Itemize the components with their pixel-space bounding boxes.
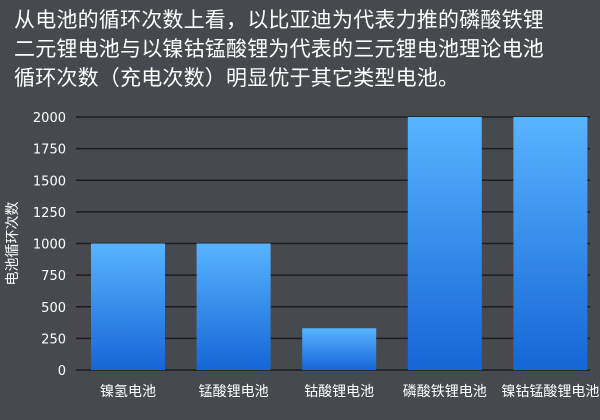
y-axis-ticks: 0 250 500 750 1000 1250 1500 1750 2000 <box>33 111 66 379</box>
heading-line-1: 从电池的循环次数上看，以比亚迪为代表力推的磷酸铁锂 <box>14 8 544 32</box>
heading-line-2: 二元锂电池与以镍钴锰酸锂为代表的三元锂电池理论电池 <box>14 37 544 61</box>
y-tick-label: 1250 <box>33 206 66 221</box>
bars <box>91 117 588 370</box>
category-label: 锰酸锂电池 <box>199 384 269 400</box>
y-tick-label: 2000 <box>33 111 66 126</box>
y-tick-label: 500 <box>41 301 66 316</box>
chart-heading: 从电池的循环次数上看，以比亚迪为代表力推的磷酸铁锂 二元锂电池与以镍钴锰酸锂为代… <box>14 6 590 93</box>
category-label: 镍氢电池 <box>100 384 156 400</box>
bar-4 <box>513 117 588 370</box>
y-tick-label: 1500 <box>33 174 66 189</box>
bar-0 <box>91 243 165 370</box>
bar-2 <box>302 328 377 370</box>
category-label: 镍钴锰酸锂电池 <box>501 384 599 400</box>
x-axis-categories: 镍氢电池 锰酸锂电池 钴酸锂电池 磷酸铁锂电池 镍钴锰酸锂电池 <box>100 384 599 400</box>
category-label: 钴酸锂电池 <box>304 384 374 400</box>
y-tick-label: 750 <box>41 269 66 284</box>
y-tick-label: 250 <box>41 332 66 347</box>
y-axis-title: 电池循环次数 <box>5 202 21 286</box>
y-tick-label: 1000 <box>33 238 66 253</box>
bar-3 <box>407 117 482 370</box>
y-tick-label: 1750 <box>33 143 66 158</box>
category-label: 磷酸铁锂电池 <box>403 384 487 400</box>
heading-line-3: 循环次数（充电次数）明显优于其它类型电池。 <box>14 66 460 90</box>
y-tick-label: 0 <box>58 364 66 379</box>
bar-1 <box>196 243 271 370</box>
